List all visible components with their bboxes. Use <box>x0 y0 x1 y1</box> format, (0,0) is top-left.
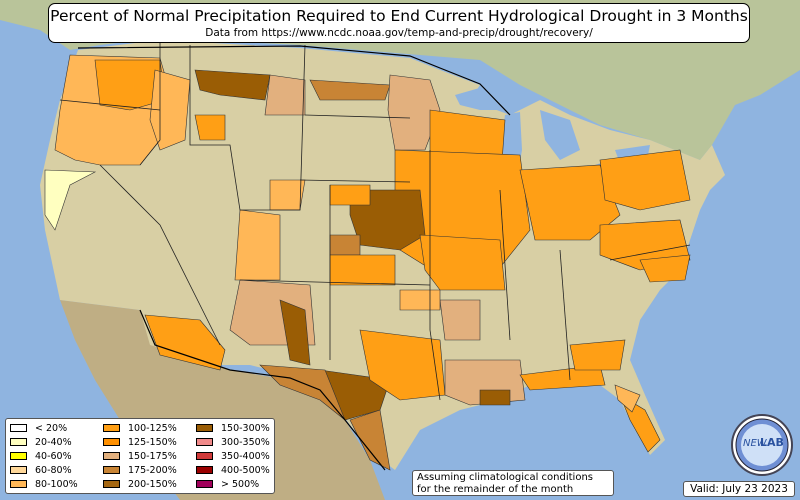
legend-label: 200-150% <box>128 478 177 490</box>
logo-text-1: NEW <box>743 438 768 449</box>
region-kansas-orange <box>329 184 371 206</box>
region-arkansas-tan <box>439 299 481 341</box>
legend-item: 80-100% <box>10 478 78 490</box>
legend-label: 60-80% <box>35 464 72 476</box>
legend: < 20% 20-40% 40-60% 60-80% 80-100% 100-125% 12… <box>5 418 275 494</box>
legend-item: 350-400% <box>196 450 270 462</box>
legend-label: 100-125% <box>128 422 177 434</box>
legend-swatch <box>196 424 213 432</box>
region-carolina-orange <box>639 254 691 283</box>
region-pennsylvania-ny <box>599 149 691 211</box>
legend-swatch <box>103 424 120 432</box>
legend-item: 400-500% <box>196 464 270 476</box>
region-missouri <box>419 234 506 291</box>
legend-label: 150-300% <box>221 422 270 434</box>
region-new-mexico-brown <box>279 299 311 366</box>
national-border <box>77 45 511 471</box>
legend-item: 125-150% <box>103 436 177 448</box>
region-montana-brown <box>194 69 271 101</box>
legend-swatch <box>196 480 213 488</box>
region-louisiana-brown <box>479 389 511 406</box>
legend-label: 150-175% <box>128 450 177 462</box>
valid-date: Valid: July 23 2023 <box>683 481 795 497</box>
legend-swatch <box>10 452 27 460</box>
legend-swatch <box>10 424 27 432</box>
legend-label: 350-400% <box>221 450 270 462</box>
legend-label: 125-150% <box>128 436 177 448</box>
region-oklahoma-orange <box>329 254 396 286</box>
region-arizona <box>144 314 226 371</box>
state-borders <box>59 40 691 401</box>
legend-swatch <box>196 452 213 460</box>
legend-item: > 500% <box>196 478 259 490</box>
legend-label: 80-100% <box>35 478 78 490</box>
region-oregon-orange <box>94 59 166 111</box>
legend-label: 300-350% <box>221 436 270 448</box>
assumption-note: Assuming climatological conditions for t… <box>412 470 614 496</box>
legend-item: 20-40% <box>10 436 72 448</box>
legend-item: 150-175% <box>103 450 177 462</box>
legend-swatch <box>103 438 120 446</box>
legend-item: 150-300% <box>196 422 270 434</box>
legend-label: 40-60% <box>35 450 72 462</box>
legend-label: 400-500% <box>221 464 270 476</box>
legend-swatch <box>196 438 213 446</box>
legend-swatch <box>103 480 120 488</box>
legend-swatch <box>196 466 213 474</box>
lake-huron <box>540 110 580 160</box>
map-title: Percent of Normal Precipitation Required… <box>50 7 748 25</box>
legend-item: 200-150% <box>103 478 177 490</box>
region-wyoming-orange <box>194 114 226 141</box>
new-lab-logo: NEW LAB <box>731 414 793 476</box>
map-subtitle: Data from https://www.ncdc.noaa.gov/temp… <box>205 27 593 39</box>
assumption-line-1: Assuming climatological conditions <box>417 472 593 483</box>
mexico-land <box>60 300 385 500</box>
legend-label: 175-200% <box>128 464 177 476</box>
lake-superior <box>455 85 540 110</box>
region-texas-south <box>349 409 391 471</box>
legend-item: < 20% <box>10 422 67 434</box>
region-georgia-carolina <box>569 339 626 371</box>
region-texas-west <box>259 364 346 421</box>
legend-item: 300-350% <box>196 436 270 448</box>
region-california-coast <box>44 169 97 231</box>
legend-swatch <box>10 438 27 446</box>
region-montana-tan <box>264 74 306 116</box>
region-florida-tan <box>614 384 641 413</box>
region-texas-north <box>359 329 446 401</box>
assumption-line-2: for the remainder of the month <box>417 484 574 495</box>
legend-label: < 20% <box>35 422 68 434</box>
legend-swatch <box>103 466 120 474</box>
legend-swatch <box>103 452 120 460</box>
legend-label: 20-40% <box>35 436 72 448</box>
region-north-dakota <box>309 79 391 101</box>
region-arkansas-orange <box>399 289 441 311</box>
title-box: Percent of Normal Precipitation Required… <box>48 3 750 43</box>
legend-item: 40-60% <box>10 450 72 462</box>
legend-swatch <box>10 466 27 474</box>
legend-swatch <box>10 480 27 488</box>
region-minnesota <box>387 74 441 151</box>
region-oklahoma <box>329 234 361 256</box>
legend-label: > 500% <box>221 478 260 490</box>
region-gulf-orange <box>519 364 606 391</box>
legend-item: 175-200% <box>103 464 177 476</box>
drought-regions <box>44 54 691 471</box>
region-colorado-tan <box>234 209 281 281</box>
logo-text-2: LAB <box>760 436 784 449</box>
legend-item: 100-125% <box>103 422 177 434</box>
legend-item: 60-80% <box>10 464 72 476</box>
